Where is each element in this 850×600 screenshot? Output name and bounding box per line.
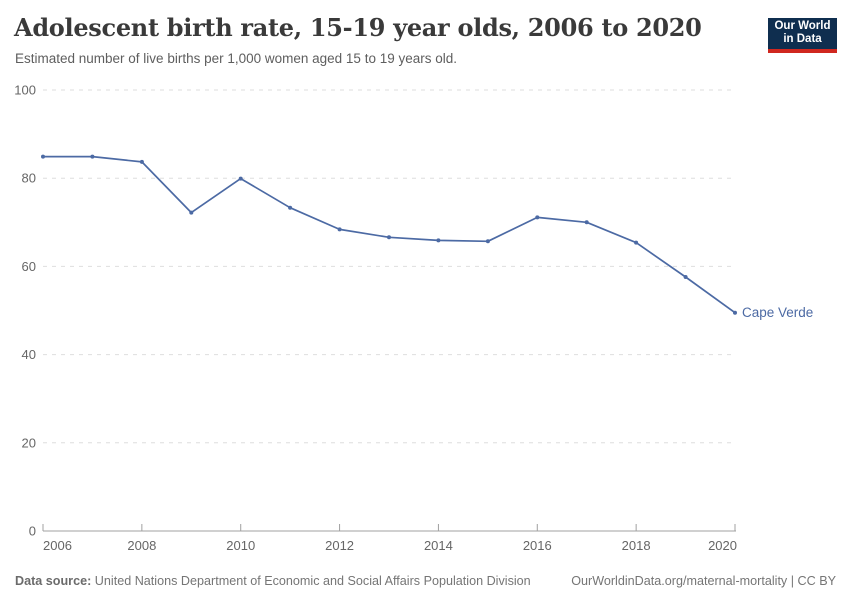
data-point-marker: [41, 154, 45, 159]
owid-logo-line2: in Data: [783, 33, 822, 45]
x-tick-label: 2018: [622, 538, 651, 553]
data-point-marker: [535, 215, 540, 220]
data-source: Data source: United Nations Department o…: [15, 574, 531, 588]
data-point-marker: [90, 154, 95, 159]
series-end-label: Cape Verde: [742, 305, 813, 320]
y-tick-label: 40: [22, 347, 36, 362]
data-point-marker: [584, 220, 589, 225]
series-line: [42, 155, 736, 314]
y-tick-label: 60: [22, 259, 36, 274]
data-point-marker: [485, 239, 490, 244]
data-point-marker: [634, 240, 639, 245]
data-point-marker: [238, 176, 243, 181]
x-tick-label: 2014: [424, 538, 453, 553]
y-tick-label: 0: [29, 524, 36, 539]
data-source-text: United Nations Department of Economic an…: [94, 574, 531, 588]
data-point-marker: [139, 159, 144, 164]
data-point-marker: [288, 205, 293, 210]
owid-logo[interactable]: Our World in Data: [768, 18, 837, 53]
y-tick-label: 20: [22, 435, 36, 450]
x-tick-label: 2020: [708, 538, 737, 553]
x-tick-label: 2012: [325, 538, 354, 553]
x-tick-label: 2010: [226, 538, 255, 553]
x-tick-label: 2016: [523, 538, 552, 553]
data-point-marker: [337, 227, 342, 232]
data-source-label: Data source:: [15, 574, 92, 588]
owid-logo-line1: Our World: [774, 20, 831, 32]
chart-footer: Data source: United Nations Department o…: [15, 574, 836, 588]
data-point-marker: [189, 210, 194, 215]
data-point-marker: [683, 275, 688, 279]
footer-link[interactable]: OurWorldinData.org/maternal-mortality | …: [571, 574, 836, 588]
x-tick-label: 2008: [127, 538, 156, 553]
chart-subtitle: Estimated number of live births per 1,00…: [15, 51, 457, 66]
data-point-marker: [733, 310, 737, 315]
data-point-marker: [387, 235, 391, 240]
y-tick-label: 100: [14, 83, 36, 98]
data-point-marker: [436, 238, 441, 243]
x-tick-label: 2006: [43, 538, 72, 553]
y-tick-label: 80: [22, 171, 36, 186]
page-title: Adolescent birth rate, 15-19 year olds, …: [14, 13, 702, 42]
